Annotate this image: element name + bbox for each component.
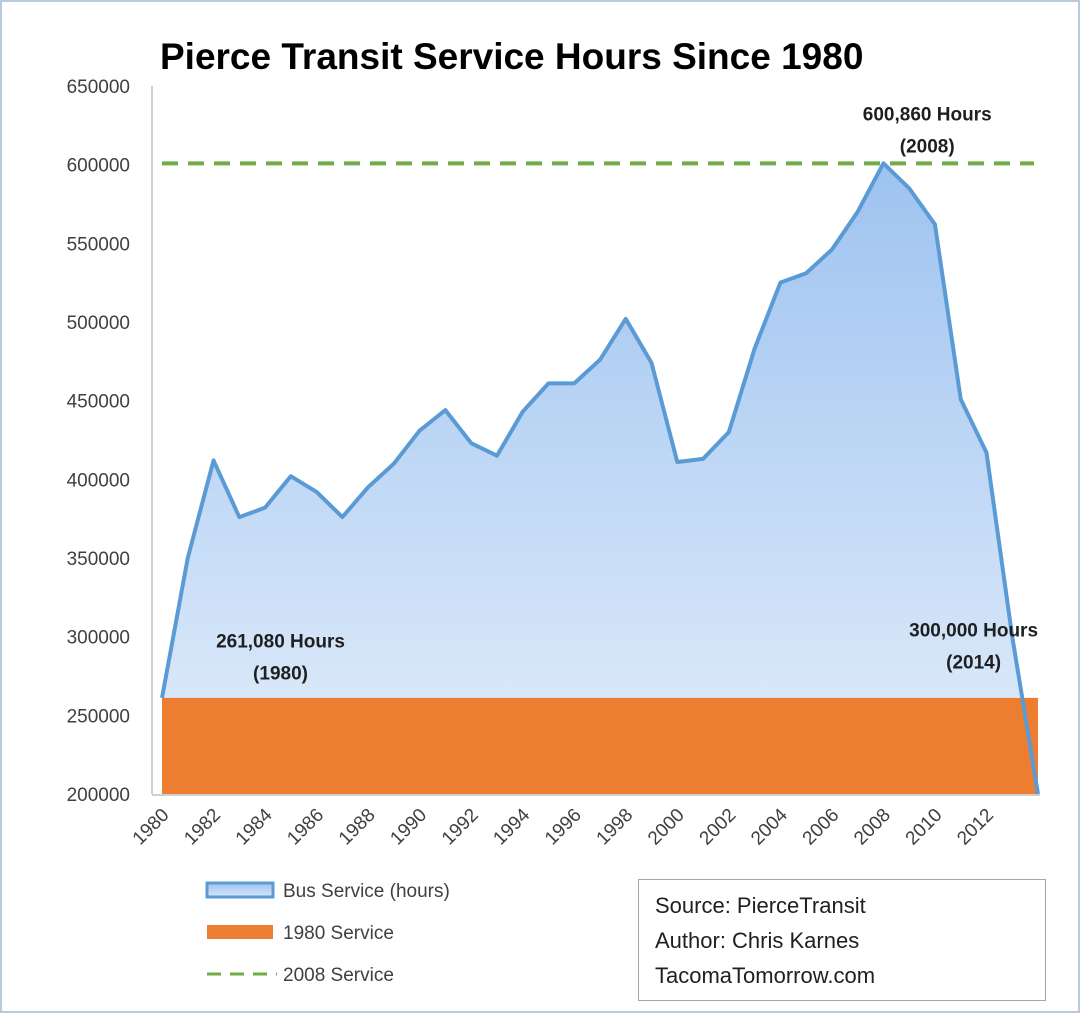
x-tick-label: 2006 bbox=[799, 805, 844, 850]
x-tick-label: 1980 bbox=[129, 805, 174, 850]
y-tick-label: 500000 bbox=[67, 313, 130, 334]
y-tick-label: 450000 bbox=[67, 392, 130, 413]
credits-box: Source: PierceTransit Author: Chris Karn… bbox=[638, 879, 1046, 1001]
annotation-line1: 261,080 Hours bbox=[216, 632, 345, 653]
y-tick-label: 400000 bbox=[67, 470, 130, 491]
annotation-line1: 600,860 Hours bbox=[863, 105, 992, 126]
y-tick-label: 550000 bbox=[67, 234, 130, 255]
legend-item: 1980 Service bbox=[207, 923, 394, 944]
y-tick-label: 600000 bbox=[67, 156, 130, 177]
y-tick-label: 200000 bbox=[67, 785, 130, 806]
legend-swatch-area bbox=[205, 881, 275, 899]
y-tick-label: 300000 bbox=[67, 628, 130, 649]
x-tick-label: 2012 bbox=[953, 805, 998, 850]
x-tick-label: 1998 bbox=[593, 805, 638, 850]
legend-item: 2008 Service bbox=[207, 965, 394, 986]
annotation-line2: (2014) bbox=[946, 653, 1001, 674]
plot-area bbox=[160, 161, 1040, 795]
x-tick-label: 1996 bbox=[541, 805, 586, 850]
x-tick-label: 2004 bbox=[747, 804, 792, 849]
site-credit: TacomaTomorrow.com bbox=[655, 963, 876, 988]
legend-swatch-band bbox=[207, 925, 273, 939]
annotation-line2: (2008) bbox=[900, 137, 955, 158]
legend-label: 2008 Service bbox=[283, 965, 394, 986]
x-tick-label: 1990 bbox=[386, 805, 431, 850]
x-tick-label: 1988 bbox=[335, 805, 380, 850]
chart-title: Pierce Transit Service Hours Since 1980 bbox=[160, 36, 863, 77]
x-tick-label: 2010 bbox=[902, 805, 947, 850]
annotation: 300,000 Hours (2014) bbox=[909, 621, 1038, 674]
x-tick-label: 1982 bbox=[180, 805, 225, 850]
author-credit: Author: Chris Karnes bbox=[655, 928, 860, 953]
y-tick-label: 250000 bbox=[67, 706, 130, 727]
legend: Bus Service (hours) 1980 Service 2008 Serv… bbox=[205, 881, 450, 986]
annotation: 261,080 Hours (1980) bbox=[216, 632, 345, 685]
source-credit: Source: PierceTransit bbox=[655, 893, 866, 918]
x-tick-label: 2002 bbox=[696, 805, 741, 850]
annotation-line1: 300,000 Hours bbox=[909, 621, 1038, 642]
x-tick-label: 1986 bbox=[283, 805, 328, 850]
legend-item: Bus Service (hours) bbox=[205, 881, 450, 902]
1980-service-band bbox=[162, 697, 1038, 794]
annotation-line2: (1980) bbox=[253, 664, 308, 685]
x-tick-label: 2000 bbox=[644, 805, 689, 850]
bus-service-area bbox=[162, 163, 1038, 794]
y-tick-label: 650000 bbox=[67, 77, 130, 98]
annotations: 600,860 Hours (2008) 261,080 Hours (1980) 30… bbox=[216, 105, 1038, 685]
x-tick-label: 1984 bbox=[232, 804, 277, 849]
legend-label: 1980 Service bbox=[283, 923, 394, 944]
x-tick-label: 1994 bbox=[489, 804, 534, 849]
x-tick-label: 2008 bbox=[850, 805, 895, 850]
annotation: 600,860 Hours (2008) bbox=[863, 105, 992, 158]
x-tick-label: 1992 bbox=[438, 805, 483, 850]
legend-label: Bus Service (hours) bbox=[283, 881, 450, 902]
y-tick-label: 350000 bbox=[67, 549, 130, 570]
